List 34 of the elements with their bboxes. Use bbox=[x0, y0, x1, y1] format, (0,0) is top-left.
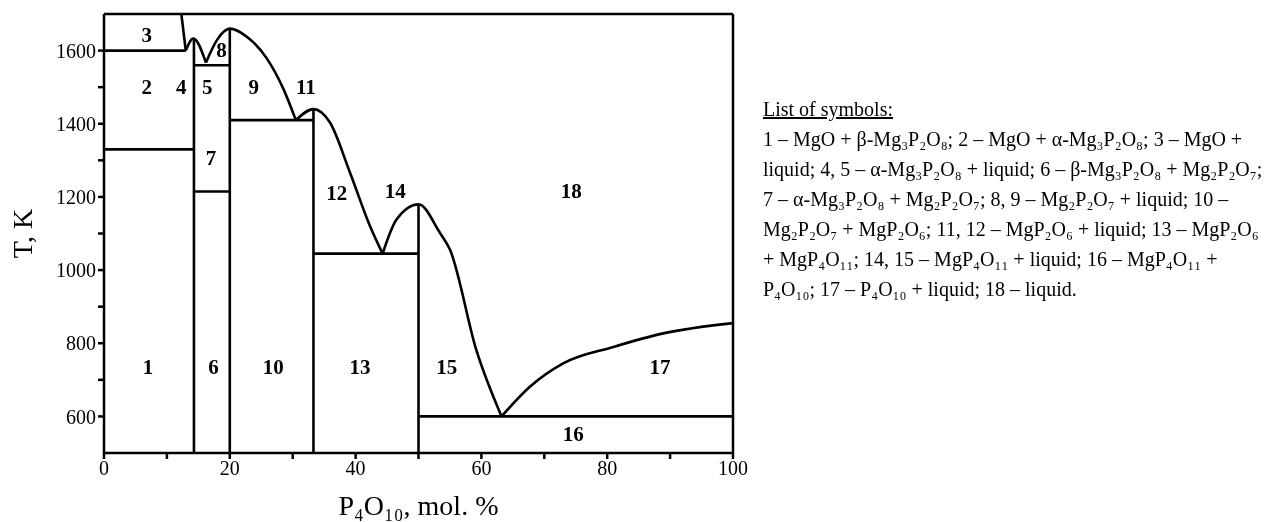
x-tick-label: 100 bbox=[718, 457, 748, 480]
y-tick-label: 1000 bbox=[56, 259, 96, 282]
annotation: 16 bbox=[562, 421, 584, 446]
text: 1 – MgO + β-Mg₃P₂O₈; 2 – MgO + α-Mg₃P₂O₈; 3 – MgO + liquid; 4, 5 – α-Mg₃P₂O₈ + liquid; 6 – β-Mg₃P₂O₈ + Mg₂P₂O₇; 7 – α-Mg₃P₂O₈ + Mg₂P₂O₇; 8, 9 – Mg₂P₂O₇ + liquid; 10 – Mg₂P₂O₇ + MgP₂O₆; 11, 12 – MgP₂O₆ + liquid; 13 – MgP₂O₆ + MgP₄O₁₁; 14, 15 – MgP₄O₁₁ + liquid; 16 – MgP₄O₁₁ + P₄O₁₀; 17 – P₄O₁₀ + liquid; 18 – liquid. bbox=[763, 127, 1264, 303]
annotation: 7 bbox=[205, 145, 217, 170]
x-tick-label: 20 bbox=[219, 457, 240, 480]
y-tick-label: 800 bbox=[66, 332, 96, 355]
x-tick-label: 40 bbox=[345, 457, 366, 480]
y-tick-label: 1400 bbox=[56, 112, 96, 135]
x-axis-title: P₄O₁₀, mol. % bbox=[338, 490, 499, 521]
x-tick-label: 80 bbox=[597, 457, 618, 480]
text: List of symbols: bbox=[763, 97, 894, 123]
annotation: 14 bbox=[384, 178, 406, 203]
annotation: 1 bbox=[142, 354, 154, 379]
y-tick-label: 1600 bbox=[56, 39, 96, 62]
x-tick-label: 60 bbox=[471, 457, 492, 480]
annotation: 3 bbox=[141, 23, 153, 48]
annotation: 2 bbox=[141, 75, 153, 100]
y-tick-label: 600 bbox=[66, 405, 96, 428]
annotation: 18 bbox=[560, 178, 582, 203]
x-tick-label: 0 bbox=[99, 457, 109, 480]
annotation: 5 bbox=[201, 75, 213, 100]
y-axis-title: T, K bbox=[6, 208, 38, 259]
annotation: 11 bbox=[295, 75, 316, 100]
annotation: 8 bbox=[216, 38, 227, 63]
annotation: 9 bbox=[248, 75, 259, 100]
annotation: 6 bbox=[208, 354, 219, 379]
annotation: 13 bbox=[349, 354, 371, 379]
annotation: 4 bbox=[176, 75, 187, 100]
annotation: 12 bbox=[326, 180, 348, 205]
y-tick-label: 1200 bbox=[56, 186, 96, 209]
annotation: 15 bbox=[436, 354, 458, 379]
annotation: 17 bbox=[649, 354, 671, 379]
annotation: 10 bbox=[262, 354, 284, 379]
